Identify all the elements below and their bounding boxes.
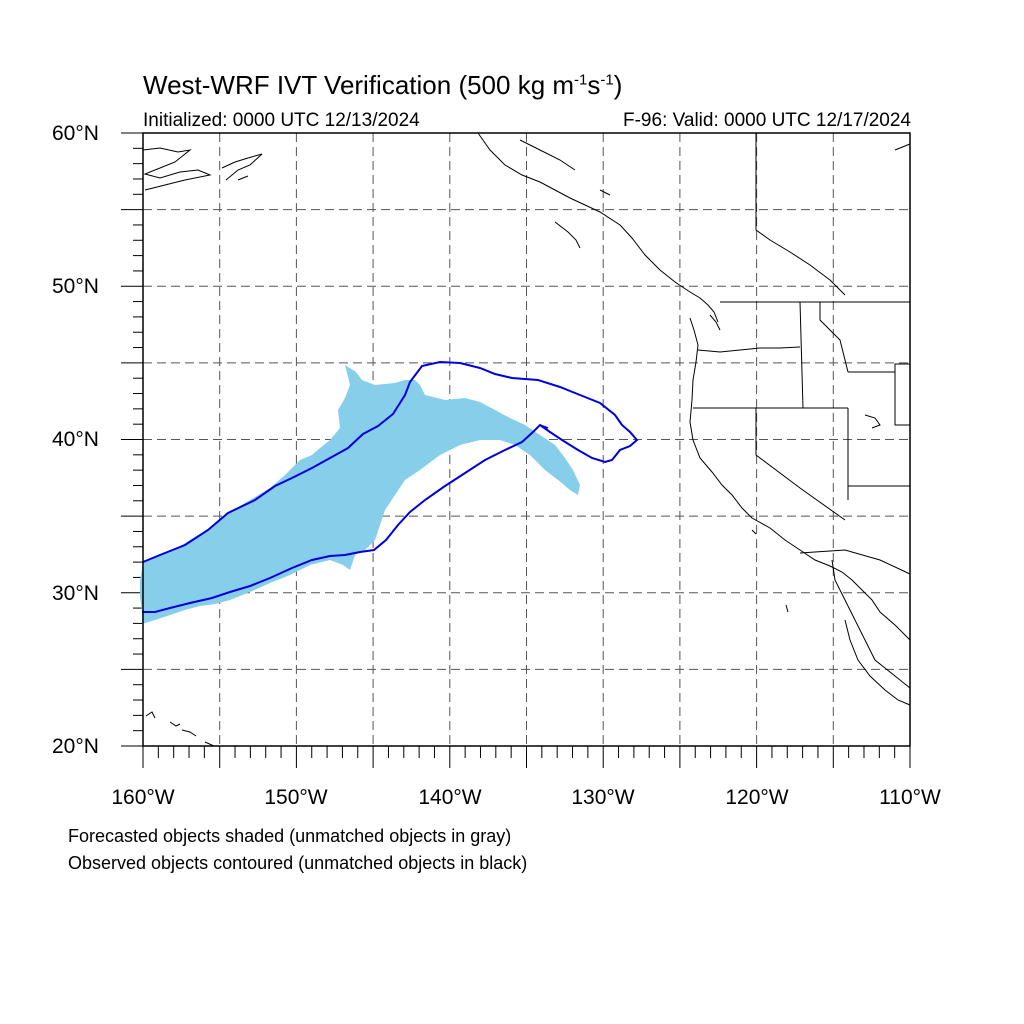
forecast-ivt-object	[140, 365, 580, 624]
chart-title: West-WRF IVT Verification (500 kg m-1s-1…	[143, 70, 623, 100]
lon-label-140w: 140°W	[418, 786, 482, 809]
lat-label-20n: 20°N	[52, 735, 99, 758]
lon-label-120w: 120°W	[725, 786, 789, 809]
forecast-legend-note: Forecasted objects shaded (unmatched obj…	[68, 826, 512, 846]
lon-label-150w: 150°W	[264, 786, 328, 809]
plot-frame	[142, 132, 911, 747]
init-time-label: Initialized: 0000 UTC 12/13/2024	[143, 110, 420, 131]
lat-label-40n: 40°N	[52, 428, 99, 451]
coastlines	[142, 132, 911, 747]
lon-label-110w: 110°W	[879, 786, 941, 809]
lat-label-50n: 50°N	[52, 275, 99, 298]
lat-label-30n: 30°N	[52, 582, 99, 605]
observed-legend-note: Observed objects contoured (unmatched ob…	[68, 853, 528, 873]
lat-label-60n: 60°N	[52, 122, 99, 145]
axis-ticks	[121, 132, 911, 768]
lon-label-130w: 130°W	[571, 786, 635, 809]
observed-ivt-contour	[142, 360, 639, 613]
valid-time-label: F-96: Valid: 0000 UTC 12/17/2024	[623, 110, 911, 131]
lon-label-160w: 160°W	[111, 786, 175, 809]
observed-contour-inner-edge	[532, 424, 549, 433]
